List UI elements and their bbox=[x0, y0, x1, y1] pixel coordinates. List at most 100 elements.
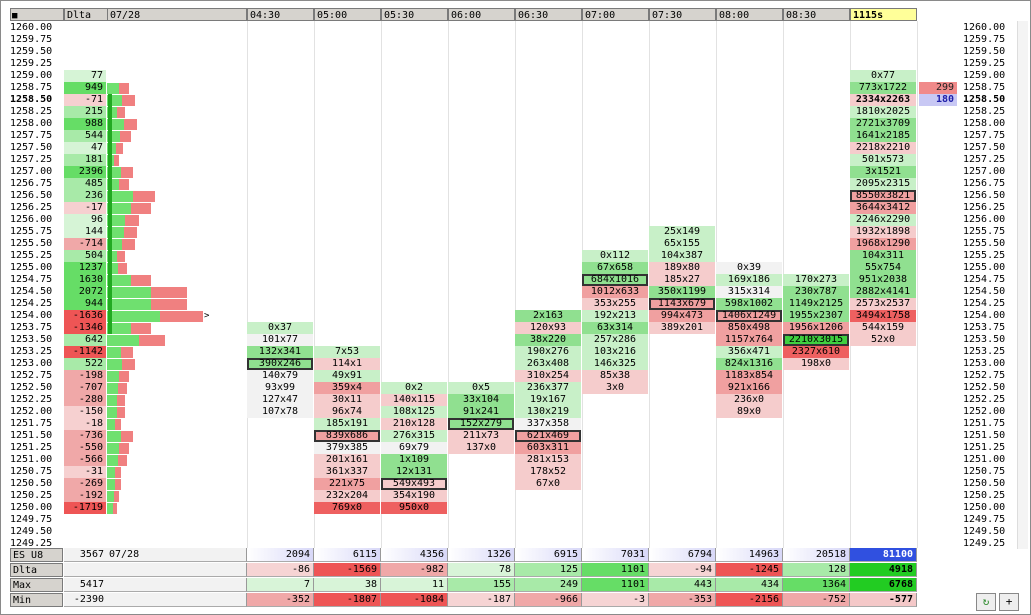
footprint-cell[interactable]: 361x337 bbox=[314, 466, 380, 478]
footprint-cell[interactable]: 169x186 bbox=[716, 274, 782, 286]
footprint-cell[interactable]: 33x104 bbox=[448, 394, 514, 406]
footprint-cell[interactable]: 389x201 bbox=[649, 322, 715, 334]
live-order-cell[interactable]: 180 bbox=[919, 94, 957, 106]
footprint-cell[interactable]: 3x1521 bbox=[850, 166, 916, 178]
footprint-cell[interactable]: 192x213 bbox=[582, 310, 648, 322]
footprint-cell[interactable]: 684x1016 bbox=[582, 274, 648, 286]
footprint-cell[interactable]: 0x39 bbox=[716, 262, 782, 274]
footprint-cell[interactable]: 101x77 bbox=[247, 334, 313, 346]
footprint-cell[interactable]: 140x79 bbox=[247, 370, 313, 382]
footprint-cell[interactable]: 104x387 bbox=[649, 250, 715, 262]
footprint-cell[interactable]: 0x77 bbox=[850, 70, 916, 82]
footprint-cell[interactable]: 137x0 bbox=[448, 442, 514, 454]
time-column-header[interactable]: 04:30 bbox=[247, 8, 314, 21]
footprint-cell[interactable]: 19x167 bbox=[515, 394, 581, 406]
footprint-cell[interactable]: 0x5 bbox=[448, 382, 514, 394]
footprint-cell[interactable]: 598x1002 bbox=[716, 298, 782, 310]
footprint-cell[interactable]: 310x254 bbox=[515, 370, 581, 382]
footprint-cell[interactable]: 178x52 bbox=[515, 466, 581, 478]
footprint-cell[interactable]: 2334x2263 bbox=[850, 94, 916, 106]
footprint-cell[interactable]: 190x276 bbox=[515, 346, 581, 358]
footprint-cell[interactable]: 104x311 bbox=[850, 250, 916, 262]
footprint-cell[interactable]: 549x493 bbox=[381, 478, 447, 490]
footprint-cell[interactable]: 2327x610 bbox=[783, 346, 849, 358]
footprint-cell[interactable]: 236x0 bbox=[716, 394, 782, 406]
time-column-header[interactable]: 05:00 bbox=[314, 8, 381, 21]
footprint-cell[interactable]: 621x469 bbox=[515, 430, 581, 442]
footprint-cell[interactable]: 1012x633 bbox=[582, 286, 648, 298]
footprint-cell[interactable]: 603x311 bbox=[515, 442, 581, 454]
footprint-cell[interactable]: 8550x3821 bbox=[850, 190, 916, 202]
time-column-header[interactable]: 06:00 bbox=[448, 8, 515, 21]
footprint-cell[interactable]: 390x246 bbox=[247, 358, 313, 370]
footprint-cell[interactable]: 1956x1206 bbox=[783, 322, 849, 334]
footprint-cell[interactable]: 350x1199 bbox=[649, 286, 715, 298]
footprint-cell[interactable]: 52x0 bbox=[850, 334, 916, 346]
footprint-cell[interactable]: 114x1 bbox=[314, 358, 380, 370]
footprint-cell[interactable]: 49x91 bbox=[314, 370, 380, 382]
footprint-cell[interactable]: 198x0 bbox=[783, 358, 849, 370]
footprint-cell[interactable]: 201x161 bbox=[314, 454, 380, 466]
footprint-cell[interactable]: 337x358 bbox=[515, 418, 581, 430]
vertical-scrollbar[interactable] bbox=[1017, 21, 1028, 549]
footprint-cell[interactable]: 353x255 bbox=[582, 298, 648, 310]
footprint-cell[interactable]: 0x37 bbox=[247, 322, 313, 334]
footprint-cell[interactable]: 2882x4141 bbox=[850, 286, 916, 298]
footprint-cell[interactable]: 354x190 bbox=[381, 490, 447, 502]
footprint-cell[interactable]: 85x38 bbox=[582, 370, 648, 382]
footprint-cell[interactable]: 120x93 bbox=[515, 322, 581, 334]
footprint-cell[interactable]: 1149x2125 bbox=[783, 298, 849, 310]
footprint-cell[interactable]: 152x279 bbox=[448, 418, 514, 430]
footprint-cell[interactable]: 3494x1758 bbox=[850, 310, 916, 322]
footprint-cell[interactable]: 773x1722 bbox=[850, 82, 916, 94]
footprint-cell[interactable]: 170x273 bbox=[783, 274, 849, 286]
footprint-cell[interactable]: 544x159 bbox=[850, 322, 916, 334]
footprint-cell[interactable]: 1157x764 bbox=[716, 334, 782, 346]
time-column-header[interactable]: 1115s bbox=[850, 8, 917, 21]
footprint-cell[interactable]: 89x0 bbox=[716, 406, 782, 418]
footprint-cell[interactable]: 221x75 bbox=[314, 478, 380, 490]
footprint-cell[interactable]: 146x325 bbox=[582, 358, 648, 370]
footprint-cell[interactable]: 107x78 bbox=[247, 406, 313, 418]
live-order-cell[interactable]: 299 bbox=[919, 82, 957, 94]
footprint-cell[interactable]: 96x74 bbox=[314, 406, 380, 418]
footprint-cell[interactable]: 55x754 bbox=[850, 262, 916, 274]
footprint-cell[interactable]: 108x125 bbox=[381, 406, 447, 418]
footprint-cell[interactable]: 38x220 bbox=[515, 334, 581, 346]
footprint-cell[interactable]: 130x219 bbox=[515, 406, 581, 418]
footprint-cell[interactable]: 93x99 bbox=[247, 382, 313, 394]
footprint-cell[interactable]: 103x216 bbox=[582, 346, 648, 358]
footprint-cell[interactable]: 132x341 bbox=[247, 346, 313, 358]
footprint-cell[interactable]: 839x686 bbox=[314, 430, 380, 442]
footprint-cell[interactable]: 127x47 bbox=[247, 394, 313, 406]
footprint-cell[interactable]: 1143x679 bbox=[649, 298, 715, 310]
footprint-cell[interactable]: 2x163 bbox=[515, 310, 581, 322]
footprint-cell[interactable]: 185x191 bbox=[314, 418, 380, 430]
footprint-cell[interactable]: 281x153 bbox=[515, 454, 581, 466]
footprint-cell[interactable]: 2095x2315 bbox=[850, 178, 916, 190]
footprint-cell[interactable]: 921x166 bbox=[716, 382, 782, 394]
time-column-header[interactable]: 07:30 bbox=[649, 8, 716, 21]
footprint-cell[interactable]: 69x79 bbox=[381, 442, 447, 454]
footprint-cell[interactable]: 356x471 bbox=[716, 346, 782, 358]
footprint-cell[interactable]: 230x787 bbox=[783, 286, 849, 298]
footprint-cell[interactable]: 189x80 bbox=[649, 262, 715, 274]
footprint-cell[interactable]: 950x0 bbox=[381, 502, 447, 514]
footprint-cell[interactable]: 210x128 bbox=[381, 418, 447, 430]
footprint-cell[interactable]: 263x408 bbox=[515, 358, 581, 370]
corner-menu-icon[interactable]: ■ bbox=[10, 8, 64, 21]
footprint-cell[interactable]: 1932x1898 bbox=[850, 226, 916, 238]
footprint-cell[interactable]: 65x155 bbox=[649, 238, 715, 250]
footprint-cell[interactable]: 1955x2307 bbox=[783, 310, 849, 322]
footprint-cell[interactable]: 769x0 bbox=[314, 502, 380, 514]
refresh-button[interactable]: ↻ bbox=[976, 593, 996, 611]
footprint-cell[interactable]: 501x573 bbox=[850, 154, 916, 166]
footprint-cell[interactable]: 257x286 bbox=[582, 334, 648, 346]
footprint-cell[interactable]: 850x498 bbox=[716, 322, 782, 334]
footprint-cell[interactable]: 91x241 bbox=[448, 406, 514, 418]
footprint-cell[interactable]: 63x314 bbox=[582, 322, 648, 334]
footprint-cell[interactable]: 211x73 bbox=[448, 430, 514, 442]
footprint-cell[interactable]: 25x149 bbox=[649, 226, 715, 238]
footprint-cell[interactable]: 1406x1249 bbox=[716, 310, 782, 322]
footprint-cell[interactable]: 0x112 bbox=[582, 250, 648, 262]
